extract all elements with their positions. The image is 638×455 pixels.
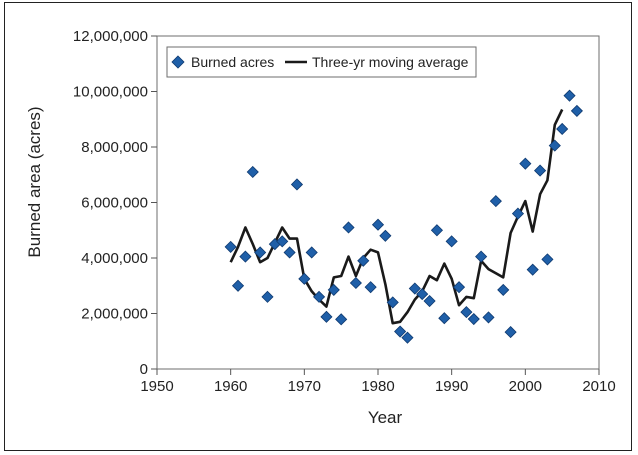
- burned-acres-point: [563, 89, 576, 102]
- burned-acres-point: [231, 279, 245, 292]
- burned-acres-point: [541, 253, 554, 266]
- legend-label-moving-average: Three-yr moving average: [312, 54, 469, 70]
- burned-acres-point: [475, 250, 488, 263]
- moving-average-series: [229, 108, 564, 325]
- burned-acres-point: [511, 207, 525, 220]
- y-tick-label: 8,000,000: [81, 139, 148, 156]
- burned-acres-point: [416, 288, 429, 301]
- y-tick-label: 6,000,000: [81, 195, 148, 212]
- plot-area: [156, 35, 600, 370]
- burned-acres-point: [452, 281, 466, 294]
- burned-acres-point: [357, 254, 370, 267]
- burned-acres-point: [305, 246, 318, 259]
- burned-acres-point: [394, 325, 407, 338]
- burned-acres-point: [556, 122, 569, 136]
- burned-acres-point: [482, 311, 495, 324]
- burned-acres-point: [379, 229, 392, 242]
- x-tick-label: 1960: [214, 378, 247, 395]
- burned-acres-point: [430, 224, 443, 237]
- burned-acres-point: [386, 296, 399, 309]
- burned-acres-point: [298, 272, 311, 285]
- y-tick-label: 10,000,000: [73, 84, 148, 101]
- burned-acres-point: [246, 165, 259, 179]
- burned-acres-point: [239, 250, 252, 263]
- burned-acres-point: [548, 139, 561, 152]
- burned-acres-point: [423, 294, 436, 308]
- burned-acres-point: [327, 283, 340, 296]
- y-axis-label: Burned area (acres): [25, 106, 44, 257]
- moving-average-line: [229, 108, 564, 325]
- x-tick-label: 1950: [140, 378, 173, 395]
- y-tick-label: 2,000,000: [81, 306, 148, 323]
- legend-diamond-marker: [171, 55, 185, 69]
- x-tick-label: 1990: [435, 378, 468, 395]
- burned-acres-point: [438, 312, 451, 325]
- x-tick-label: 2000: [509, 378, 542, 395]
- x-axis-label: Year: [368, 408, 403, 427]
- burned-acres-point: [408, 282, 421, 295]
- burned-acres-point: [290, 178, 304, 191]
- burned-acres-point: [534, 164, 547, 177]
- legend-box: [166, 46, 477, 78]
- y-tick-label: 0: [140, 361, 148, 378]
- burned-acres-point: [445, 235, 458, 248]
- burned-acres-point: [224, 240, 237, 253]
- burned-acres-point: [276, 235, 289, 248]
- burned-acres-point: [519, 157, 532, 170]
- burned-acres-point: [401, 331, 414, 344]
- burned-acres-point: [467, 312, 480, 326]
- burned-acres-point: [526, 263, 539, 276]
- burned-acres-point: [283, 246, 296, 259]
- burned-acres-point: [504, 326, 517, 339]
- burned-acres-point: [335, 313, 348, 326]
- burned-acres-point: [497, 283, 510, 296]
- burned-acres-point: [460, 306, 473, 319]
- burned-acres-point: [364, 281, 377, 294]
- x-tick-label: 1980: [361, 378, 394, 395]
- burned-acres-series: [224, 89, 583, 344]
- legend: Burned acres Three-yr moving average: [166, 46, 477, 78]
- burned-acres-point: [371, 218, 385, 231]
- burned-acres-point: [349, 276, 362, 290]
- x-tick-label: 1970: [288, 378, 321, 395]
- x-tick-label: 2010: [582, 378, 615, 395]
- burned-acres-point: [489, 195, 502, 208]
- burned-acres-point: [570, 104, 583, 117]
- burned-acres-point: [320, 310, 333, 323]
- y-axis-ticks: 0 2,000,000 4,000,000 6,000,000 8,000,000 10,…: [73, 28, 157, 378]
- y-tick-label: 12,000,000: [73, 28, 148, 45]
- burned-acres-point: [313, 290, 326, 303]
- x-axis-ticks: 1950 1960 1970 1980 1990 2000 2010: [140, 369, 616, 395]
- y-tick-label: 4,000,000: [81, 250, 148, 267]
- burned-acres-point: [261, 290, 274, 303]
- burned-acres-point: [342, 221, 355, 234]
- legend-label-burned-acres: Burned acres: [191, 54, 274, 70]
- burned-acres-point: [254, 246, 267, 259]
